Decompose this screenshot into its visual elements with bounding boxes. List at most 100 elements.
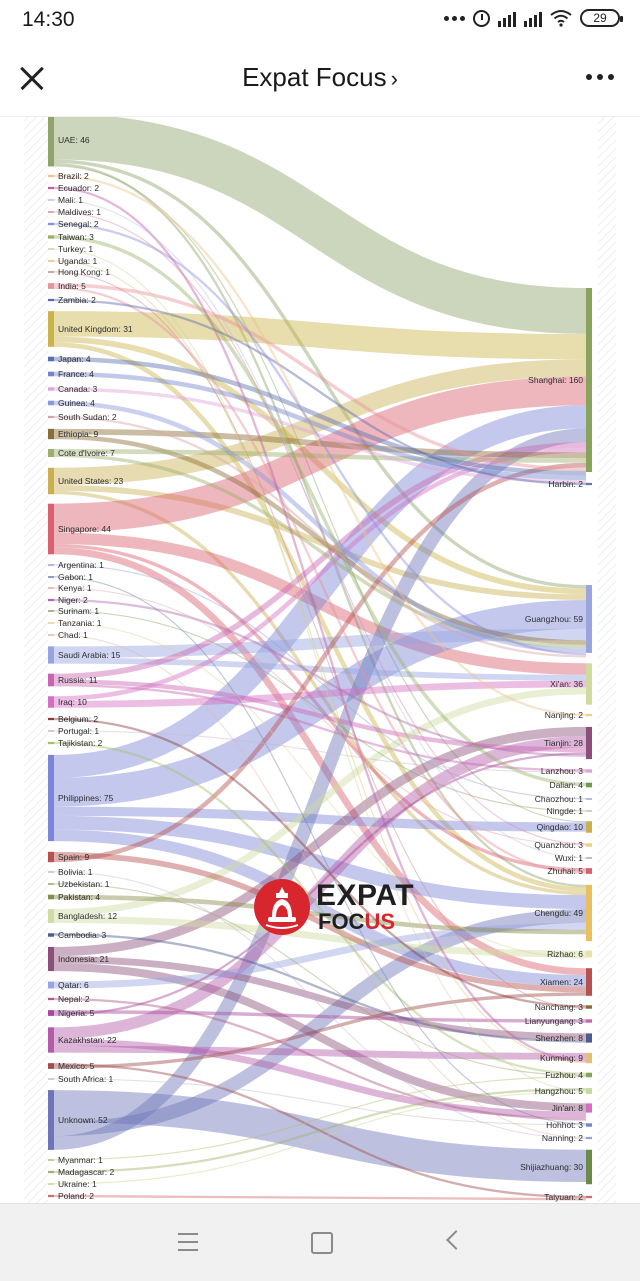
link-philippines-to-chengdu <box>53 815 587 909</box>
source-label-poland: Poland: 2 <box>58 1191 94 1201</box>
link-unknown-to-chengdu <box>53 908 587 1137</box>
target-label-tianjin: Tianjin: 28 <box>544 738 583 748</box>
source-node-chad <box>48 634 54 636</box>
link-iraq-to-shanghai <box>53 447 587 701</box>
target-node-chaozhou <box>586 798 592 800</box>
link-singapore-to-zhuhai <box>53 543 587 872</box>
link-russia-to-shanghai <box>53 442 587 680</box>
link-maldives-to-quanzhou <box>53 211 587 845</box>
source-node-france <box>48 371 54 377</box>
status-time: 14:30 <box>22 8 75 31</box>
target-label-hohhot: Hohhot: 3 <box>546 1120 583 1130</box>
source-node-ukraine <box>48 1183 54 1185</box>
link-hong-kong-to-nanchang <box>53 271 587 1009</box>
source-node-united-states <box>48 467 54 495</box>
target-node-harbin <box>586 482 592 486</box>
page-title[interactable]: Expat Focus › <box>0 62 640 93</box>
logo-word-expat: EXPAT <box>316 879 415 912</box>
link-qatar-to-chengdu <box>53 922 587 989</box>
target-label-quanzhou: Quanzhou: 3 <box>534 840 583 850</box>
link-south-africa-to-hohhot <box>53 1078 587 1126</box>
source-label-pakistan: Pakistan: 4 <box>58 892 100 902</box>
source-node-canada <box>48 387 54 391</box>
source-label-philippines: Philippines: 75 <box>58 793 114 803</box>
source-node-kazakhstan <box>48 1027 54 1053</box>
link-indonesia-to-tianjin <box>53 726 587 957</box>
more-options-icon[interactable] <box>586 74 614 80</box>
source-label-belgium: Belgium: 2 <box>58 714 98 724</box>
target-label-rizhao: Rizhao: 6 <box>547 949 583 959</box>
link-niger-to-tianjin <box>53 598 587 757</box>
source-label-saudi-arabia: Saudi Arabia: 15 <box>58 650 121 660</box>
menu-lines-icon[interactable] <box>178 1233 198 1251</box>
source-label-russia: Russia: 11 <box>58 675 98 685</box>
source-label-spain: Spain: 9 <box>58 852 89 862</box>
link-cote-d-ivoire-to-shanghai <box>53 448 587 463</box>
source-label-gabon: Gabon: 1 <box>58 572 93 582</box>
source-node-nigeria <box>48 1010 54 1016</box>
target-label-nanning: Nanning: 2 <box>542 1133 583 1143</box>
link-spain-to-xiamen <box>53 851 587 993</box>
battery-icon: 29 <box>580 9 623 27</box>
source-node-belgium <box>48 717 54 721</box>
link-mexico-to-xiamen <box>53 992 587 1069</box>
link-surinam-to-ningde <box>53 610 587 812</box>
target-node-tianjin <box>586 726 592 760</box>
link-bangladesh-to-xi-an <box>53 687 587 916</box>
target-node-xiamen <box>586 968 592 996</box>
source-node-madagascar <box>48 1170 54 1174</box>
link-uae-to-qingdao <box>53 165 587 823</box>
target-label-chengdu: Chengdu: 49 <box>534 908 583 918</box>
target-node-guangzhou <box>586 585 592 653</box>
source-node-united-kingdom <box>48 311 54 347</box>
source-label-madagascar: Madagascar: 2 <box>58 1167 114 1177</box>
source-label-portugal: Portugal: 1 <box>58 726 99 736</box>
source-node-pakistan <box>48 894 54 900</box>
link-cote-d-ivoire-to-guangzhou <box>53 453 587 649</box>
source-node-guinea <box>48 400 54 406</box>
link-nepal-to-jin-an <box>53 997 587 1121</box>
link-uae-to-chengdu <box>53 163 587 888</box>
source-label-united-states: United States: 23 <box>58 476 123 486</box>
link-ethiopia-to-shanghai <box>53 428 587 459</box>
link-poland-to-taiyuan <box>53 1194 587 1201</box>
source-node-niger <box>48 598 54 602</box>
target-label-fuzhou: Fuzhou: 4 <box>545 1070 583 1080</box>
infographic-area[interactable]: UAE: 46 Brazil: 2 Ecuador: 2 Mali: 1 Maldive… <box>0 117 640 1203</box>
more-notifications-icon <box>444 15 465 21</box>
source-node-japan <box>48 356 54 362</box>
link-zambia-to-harbin <box>53 298 587 486</box>
target-node-hangzhou <box>586 1088 592 1094</box>
logo-word-focus: FOCUS <box>318 909 395 935</box>
back-chevron-icon[interactable] <box>446 1230 466 1250</box>
source-node-russia <box>48 673 54 687</box>
source-label-tanzania: Tanzania: 1 <box>58 618 102 628</box>
source-label-cote-d-ivoire: Cote d'Ivoire: 7 <box>58 448 115 458</box>
signal-icon <box>498 9 516 27</box>
source-label-south-sudan: South Sudan: 2 <box>58 412 117 422</box>
source-label-surinam: Surinam: 1 <box>58 606 99 616</box>
target-node-shanghai <box>586 288 592 472</box>
target-node-shijiazhuang <box>586 1149 592 1185</box>
source-label-argentina: Argentina: 1 <box>58 560 104 570</box>
target-label-wuxi: Wuxi: 1 <box>555 853 583 863</box>
link-unknown-to-shanghai <box>53 428 587 1150</box>
system-nav-bar <box>0 1203 640 1281</box>
link-kazakhstan-to-kunming <box>53 1045 587 1060</box>
source-label-mali: Mali: 1 <box>58 195 83 205</box>
link-uae-to-guangzhou <box>53 159 587 589</box>
target-node-lanzhou <box>586 769 592 773</box>
link-tajikistan-to-fuzhou <box>53 741 587 1075</box>
source-label-turkey: Turkey: 1 <box>58 244 93 254</box>
target-label-hangzhou: Hangzhou: 5 <box>535 1086 583 1096</box>
link-pakistan-to-chengdu <box>53 894 587 935</box>
source-node-poland <box>48 1194 54 1198</box>
source-label-taiwan: Taiwan: 3 <box>58 232 94 242</box>
square-home-icon[interactable] <box>311 1232 333 1254</box>
link-brazil-to-nanjing <box>53 174 587 717</box>
link-mali-to-wuxi <box>53 199 587 859</box>
link-uae-to-shanghai <box>53 117 587 334</box>
chevron-right-icon: › <box>390 66 398 91</box>
link-philippines-to-xiamen <box>53 829 587 987</box>
source-node-turkey <box>48 248 54 250</box>
